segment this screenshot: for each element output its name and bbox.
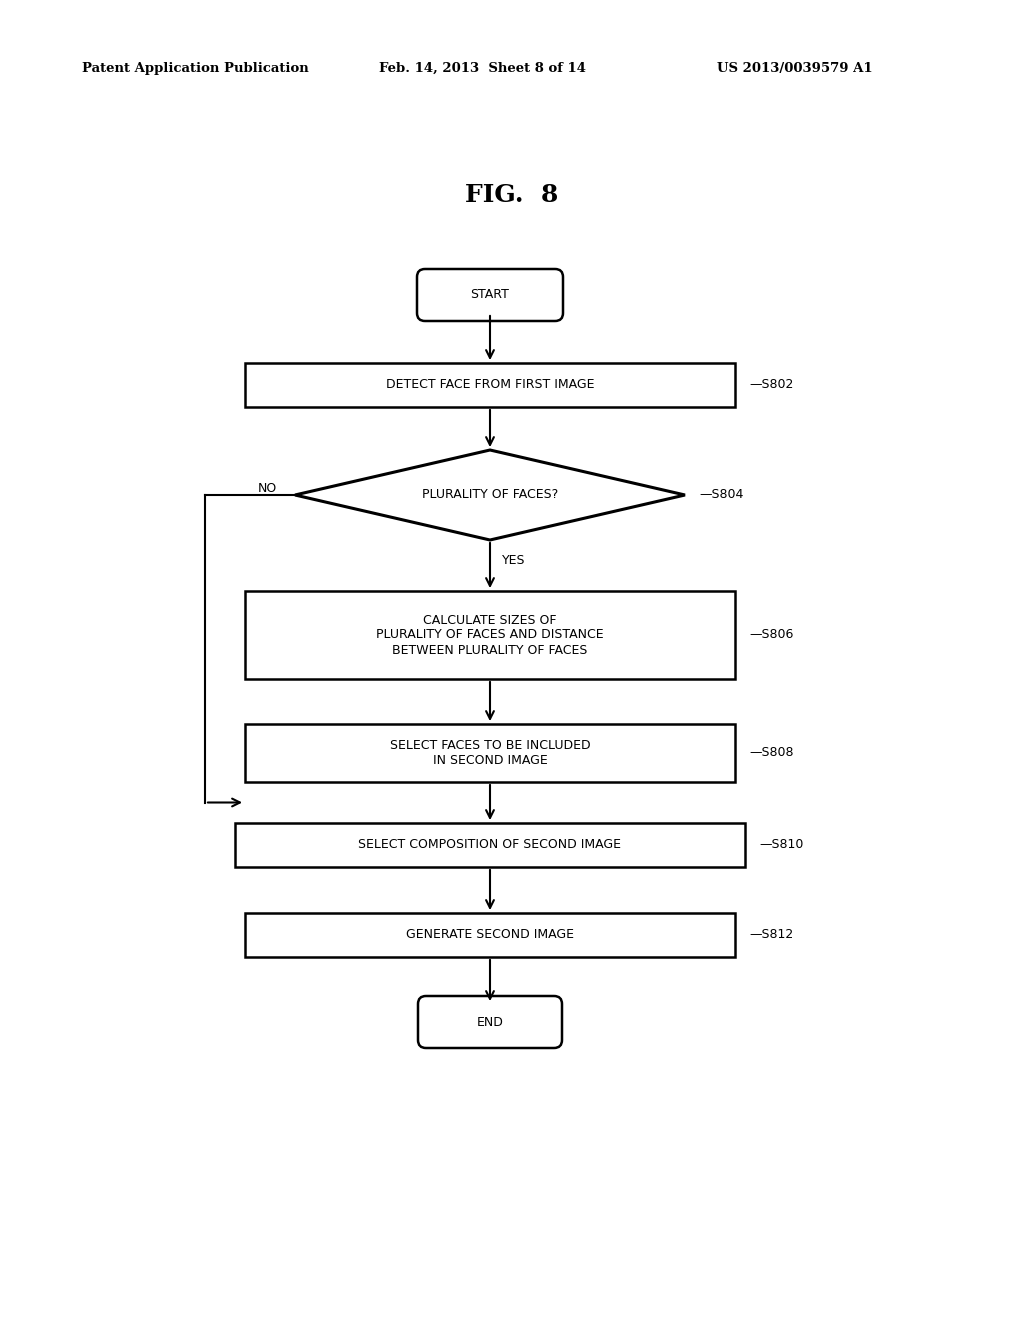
Text: —S806: —S806 [749,628,794,642]
Polygon shape [295,450,685,540]
Text: DETECT FACE FROM FIRST IMAGE: DETECT FACE FROM FIRST IMAGE [386,379,594,392]
Text: —S810: —S810 [759,838,804,851]
Text: START: START [471,289,509,301]
Text: NO: NO [258,483,278,495]
Text: END: END [476,1015,504,1028]
Text: —S812: —S812 [749,928,794,941]
Bar [245,363,735,407]
Text: YES: YES [502,554,525,568]
Text: CALCULATE SIZES OF
PLURALITY OF FACES AND DISTANCE
BETWEEN PLURALITY OF FACES: CALCULATE SIZES OF PLURALITY OF FACES AN… [376,614,604,656]
Text: —S802: —S802 [749,379,794,392]
Bar [245,591,735,678]
Text: Patent Application Publication: Patent Application Publication [82,62,308,75]
Text: US 2013/0039579 A1: US 2013/0039579 A1 [717,62,872,75]
Text: —S804: —S804 [699,488,743,502]
Text: GENERATE SECOND IMAGE: GENERATE SECOND IMAGE [406,928,574,941]
Bar [245,913,735,957]
FancyBboxPatch shape [418,997,562,1048]
Text: —S808: —S808 [749,747,794,759]
Text: SELECT COMPOSITION OF SECOND IMAGE: SELECT COMPOSITION OF SECOND IMAGE [358,838,622,851]
Text: Feb. 14, 2013  Sheet 8 of 14: Feb. 14, 2013 Sheet 8 of 14 [379,62,586,75]
Bar [245,723,735,781]
Text: FIG.  8: FIG. 8 [465,183,559,207]
FancyBboxPatch shape [417,269,563,321]
Text: SELECT FACES TO BE INCLUDED
IN SECOND IMAGE: SELECT FACES TO BE INCLUDED IN SECOND IM… [390,739,590,767]
Text: PLURALITY OF FACES?: PLURALITY OF FACES? [422,488,558,502]
Bar [234,822,745,867]
